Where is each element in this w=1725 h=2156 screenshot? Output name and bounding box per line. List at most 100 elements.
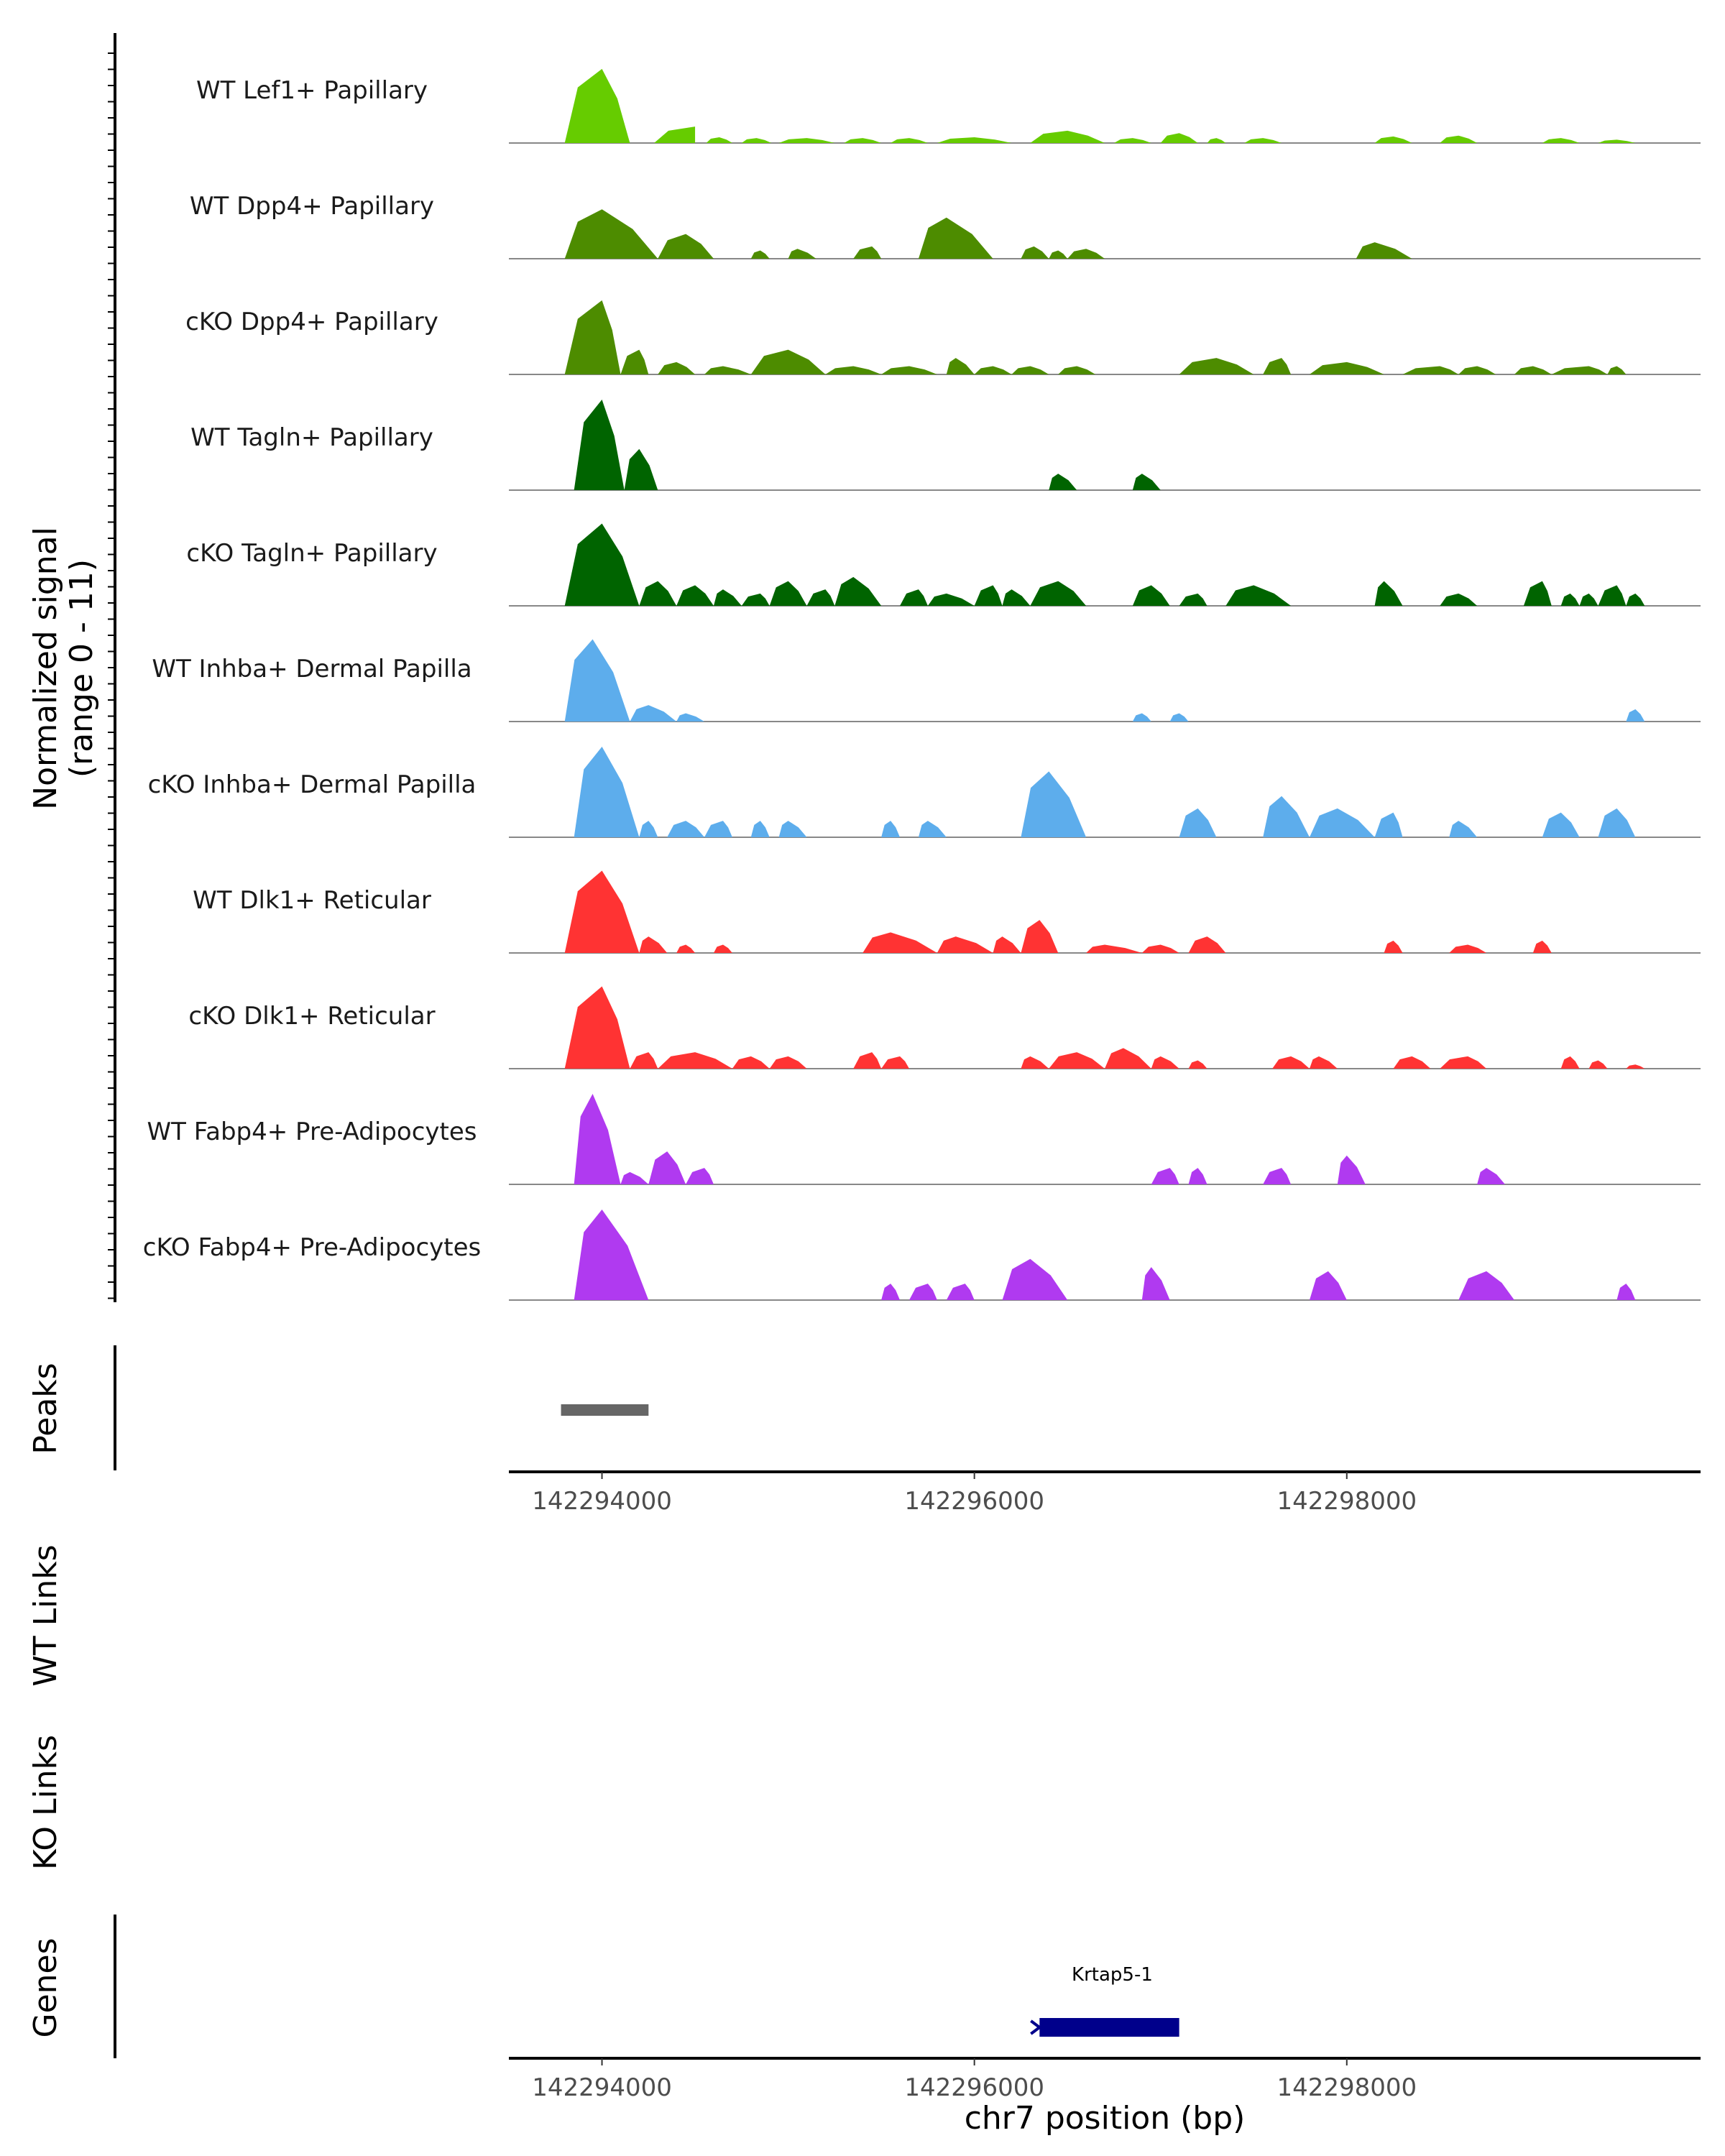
x-tick-label: 142298000 — [1276, 2073, 1417, 2102]
signal-peak — [1588, 1060, 1608, 1069]
signal-peak — [1011, 366, 1049, 374]
gene-body — [1039, 2018, 1179, 2037]
signal-peak — [937, 936, 993, 953]
peaks-x-axis: 142294000 142296000 142298000 — [532, 1472, 1417, 1516]
signal-peak — [769, 1056, 807, 1069]
signal-y-label-line1: Normalized signal — [27, 527, 64, 810]
signal-peak — [1179, 358, 1254, 374]
coverage-tracks: WT Lef1+ Papillary WT Dpp4+ Papillary cKO … — [143, 68, 1701, 1301]
signal-peak — [1188, 936, 1226, 953]
signal-peak — [1477, 1168, 1505, 1184]
signal-peak — [1272, 1056, 1310, 1069]
signal-peak — [1002, 589, 1031, 606]
signal-peak — [630, 1052, 658, 1069]
signal-peak — [620, 349, 649, 374]
signal-peak — [927, 593, 975, 606]
signal-peak — [1263, 1168, 1292, 1184]
signal-peak — [881, 1284, 901, 1300]
signal-peak — [1179, 593, 1208, 606]
track-label: cKO Inhba+ Dermal Papilla — [148, 770, 477, 799]
gene-model: Krtap5-1 — [1030, 1964, 1179, 2037]
signal-peak — [1440, 135, 1478, 143]
signal-peak — [881, 821, 901, 837]
signal-peak — [881, 1056, 909, 1069]
wt-links-label: WT Links — [27, 1544, 64, 1686]
gene-name-label: Krtap5-1 — [1072, 1964, 1153, 1986]
peak-region — [561, 1404, 649, 1416]
ko-links-label: KO Links — [27, 1735, 64, 1870]
signal-peak — [1523, 581, 1552, 606]
signal-peak — [908, 1284, 937, 1300]
signal-peak — [1141, 1267, 1170, 1300]
signal-peak — [1263, 796, 1310, 837]
signal-peak — [1086, 944, 1142, 953]
signal-peak — [1049, 474, 1077, 490]
signal-peak — [1579, 593, 1598, 606]
signal-peak — [648, 1151, 686, 1184]
signal-peak — [1244, 138, 1282, 143]
signal-peak — [630, 705, 677, 722]
signal-peak — [741, 593, 770, 606]
genes-panel: Genes Krtap5-1 142294000 142296000 1422980… — [27, 1915, 1701, 2137]
signal-peak — [1626, 1064, 1645, 1069]
signal-peak — [1393, 1056, 1431, 1069]
signal-peak — [713, 944, 732, 953]
signal-peak — [862, 932, 937, 953]
signal-peak — [1188, 1168, 1208, 1184]
signal-peak — [769, 581, 807, 606]
signal-peak — [853, 246, 882, 259]
track: WT Fabp4+ Pre-Adipocytes — [147, 1094, 1701, 1185]
track-label: cKO Fabp4+ Pre-Adipocytes — [143, 1233, 482, 1262]
signal-peak — [993, 936, 1021, 953]
signal-peak — [564, 68, 630, 143]
signal-peak — [1542, 138, 1580, 143]
x-tick-label: 142294000 — [532, 1487, 672, 1516]
signal-peak — [1021, 771, 1087, 837]
signal-peak — [1067, 249, 1105, 259]
track-label: WT Dpp4+ Papillary — [190, 192, 434, 221]
signal-peak — [1309, 361, 1384, 374]
signal-peak — [853, 1052, 882, 1069]
peak-regions — [561, 1404, 649, 1416]
gene-models: Krtap5-1 — [1030, 1964, 1179, 2037]
signal-peak — [639, 936, 668, 953]
signal-peak — [937, 137, 1012, 143]
signal-peak — [574, 1210, 649, 1300]
signal-peak — [1225, 585, 1292, 606]
genes-panel-label: Genes — [27, 1938, 64, 2037]
signal-peak — [676, 585, 714, 606]
signal-peak — [1105, 1048, 1151, 1069]
signal-peak — [1598, 808, 1636, 837]
x-tick-label: 142296000 — [904, 1487, 1044, 1516]
peaks-panel: Peaks 142294000 142296000 142298000 — [27, 1345, 1701, 1516]
signal-peak — [900, 589, 928, 606]
track: WT Dlk1+ Reticular — [193, 870, 1701, 954]
signal-peak — [1598, 139, 1636, 143]
signal-y-ticks — [108, 52, 115, 1299]
track: WT Dpp4+ Papillary — [190, 192, 1701, 259]
gene-strand-arrow — [1030, 2019, 1042, 2035]
signal-peak — [1002, 1258, 1068, 1300]
signal-peak — [788, 249, 816, 259]
signal-peak — [974, 366, 1012, 374]
signal-peak — [1188, 1060, 1208, 1069]
signal-peak — [564, 523, 640, 606]
signal-peak — [706, 137, 732, 143]
signal-peak — [1440, 1056, 1487, 1069]
signal-peak — [1626, 593, 1645, 606]
signal-peak — [825, 366, 882, 374]
track-label: cKO Tagln+ Papillary — [186, 539, 437, 568]
signal-peak — [1021, 246, 1049, 259]
signal-peak — [1551, 366, 1608, 374]
signal-peak — [974, 585, 1003, 606]
track: cKO Fabp4+ Pre-Adipocytes — [143, 1210, 1701, 1301]
signal-peak — [1626, 709, 1645, 722]
signal-peak — [844, 138, 882, 143]
signal-peak — [946, 358, 975, 374]
track: cKO Dlk1+ Reticular — [188, 986, 1701, 1069]
signal-peak — [1169, 713, 1189, 722]
signal-peak — [1374, 581, 1403, 606]
track: cKO Tagln+ Papillary — [186, 523, 1701, 607]
signal-peak — [741, 138, 772, 143]
